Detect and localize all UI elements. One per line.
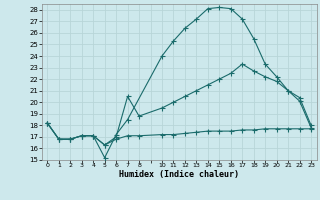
- X-axis label: Humidex (Indice chaleur): Humidex (Indice chaleur): [119, 170, 239, 179]
